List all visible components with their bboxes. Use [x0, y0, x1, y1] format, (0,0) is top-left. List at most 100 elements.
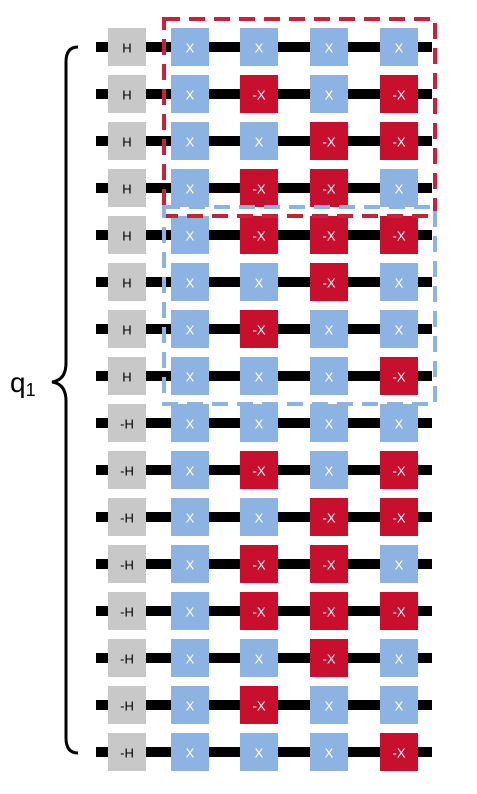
x-gate: X	[380, 28, 418, 66]
gate-box	[240, 639, 278, 677]
x-gate: -X	[310, 263, 348, 301]
x-gate: -X	[380, 592, 418, 630]
x-gate: X	[240, 639, 278, 677]
gate-label: X	[255, 135, 264, 150]
gate-label: -X	[323, 558, 336, 573]
x-gate: X	[240, 28, 278, 66]
x-gate: -X	[240, 169, 278, 207]
gate-box	[310, 451, 348, 489]
x-gate: X	[240, 733, 278, 771]
gate-label: X	[186, 229, 195, 244]
gate-label: H	[122, 41, 131, 56]
gate-label: X	[186, 605, 195, 620]
gate-label: X	[395, 41, 404, 56]
x-gate: X	[310, 75, 348, 113]
group-boxes	[162, 17, 437, 406]
gate-box	[171, 169, 209, 207]
x-gate: -X	[310, 216, 348, 254]
h-gate: H	[108, 310, 146, 348]
gate-label: -X	[323, 135, 336, 150]
gate-label: -X	[393, 135, 406, 150]
x-gate: X	[171, 310, 209, 348]
gate-box	[108, 310, 146, 348]
x-gate: -X	[380, 122, 418, 160]
gate-label: -H	[120, 699, 134, 714]
gate-box	[108, 169, 146, 207]
x-gate: X	[310, 404, 348, 442]
gate-box	[380, 498, 418, 536]
gate-box	[240, 216, 278, 254]
gate-label: -X	[323, 229, 336, 244]
gate-box	[240, 498, 278, 536]
gate-box	[380, 451, 418, 489]
gate-box	[171, 310, 209, 348]
gate-label: -X	[323, 182, 336, 197]
gate-label: X	[255, 417, 264, 432]
gate-label: X	[325, 464, 334, 479]
gate-label: -X	[253, 323, 266, 338]
gate-label: -X	[393, 605, 406, 620]
gate-label: X	[186, 88, 195, 103]
x-gate: -X	[380, 451, 418, 489]
gate-label: -H	[120, 652, 134, 667]
h-gate: -H	[108, 498, 146, 536]
gate-label: -X	[393, 511, 406, 526]
gate-box	[108, 545, 146, 583]
gate-box	[380, 639, 418, 677]
gate-label: X	[325, 746, 334, 761]
red-group	[162, 17, 437, 218]
gate-label: -H	[120, 464, 134, 479]
x-gate: -X	[310, 169, 348, 207]
gate-box	[380, 733, 418, 771]
gate-label: H	[122, 88, 131, 103]
gate-box	[171, 639, 209, 677]
x-gate: -X	[310, 545, 348, 583]
x-gate: X	[380, 686, 418, 724]
x-gate: -X	[310, 592, 348, 630]
gate-label: H	[122, 182, 131, 197]
gate-label: X	[395, 276, 404, 291]
x-gate: -X	[240, 216, 278, 254]
gate-box	[171, 498, 209, 536]
gate-label: -X	[323, 605, 336, 620]
x-gate: -X	[380, 216, 418, 254]
gate-label: X	[186, 652, 195, 667]
gate-box	[108, 451, 146, 489]
gate-box	[240, 592, 278, 630]
gate-box	[310, 122, 348, 160]
gate-label: -H	[120, 605, 134, 620]
gate-label: -X	[253, 699, 266, 714]
gate-box	[108, 122, 146, 160]
gate-label: X	[186, 558, 195, 573]
gate-box	[310, 169, 348, 207]
gate-label: X	[186, 746, 195, 761]
gate-box	[240, 169, 278, 207]
gate-label: X	[325, 417, 334, 432]
x-gate: -X	[240, 75, 278, 113]
x-gate: X	[171, 169, 209, 207]
x-gate: -X	[380, 357, 418, 395]
gate-box	[108, 263, 146, 301]
h-gate: -H	[108, 451, 146, 489]
gate-label: X	[255, 652, 264, 667]
gate-box	[310, 592, 348, 630]
gate-box	[380, 75, 418, 113]
blue-group	[162, 205, 437, 406]
gate-box	[171, 686, 209, 724]
gate-label: X	[186, 511, 195, 526]
gate-box	[310, 75, 348, 113]
h-gate: -H	[108, 639, 146, 677]
x-gate: X	[171, 733, 209, 771]
h-gate: -H	[108, 733, 146, 771]
h-gate: -H	[108, 592, 146, 630]
gate-label: H	[122, 276, 131, 291]
gate-label: -H	[120, 746, 134, 761]
gate-box	[310, 357, 348, 395]
x-gate: X	[171, 122, 209, 160]
gate-label: -X	[393, 464, 406, 479]
x-gate: X	[171, 216, 209, 254]
gate-label: -X	[393, 746, 406, 761]
gate-box	[310, 404, 348, 442]
gate-box	[380, 216, 418, 254]
gate-label: -X	[393, 88, 406, 103]
